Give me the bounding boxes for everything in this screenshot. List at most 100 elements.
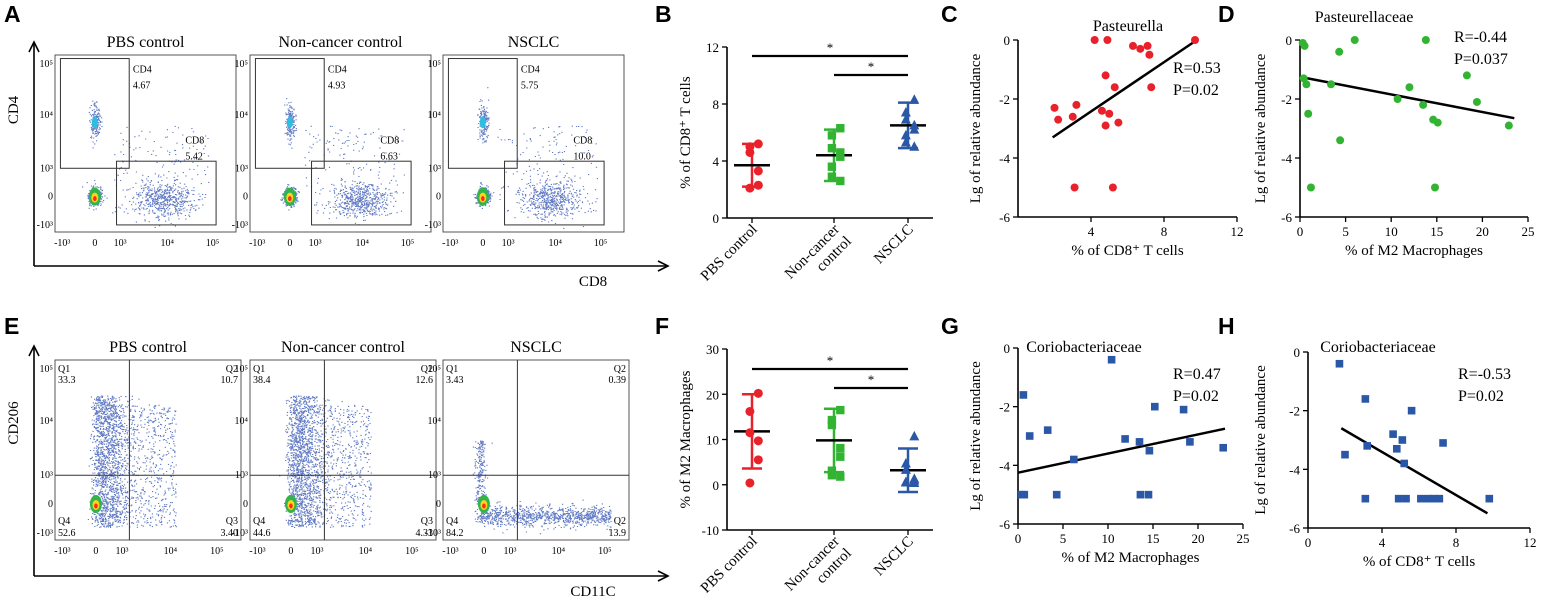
data-point xyxy=(1145,50,1154,59)
x-tick-label: 0 xyxy=(1305,535,1312,550)
data-point xyxy=(753,388,763,398)
y-tick-label: -2 xyxy=(999,92,1010,107)
data-point xyxy=(900,476,911,487)
quadrant-q2-label: Q2 xyxy=(421,364,433,375)
x-tick-label: 0 xyxy=(288,546,293,557)
cd8-gate-value: 10.0 xyxy=(573,151,591,162)
regression-line xyxy=(1051,38,1198,139)
category-label-line: PBS control xyxy=(698,222,761,285)
data-point xyxy=(1400,459,1408,468)
x-axis-label: CD8 xyxy=(579,274,607,290)
data-point xyxy=(836,148,845,157)
category-label-line: NSCLC xyxy=(871,222,917,268)
data-point xyxy=(1191,36,1200,44)
panel-letter-b: B xyxy=(655,1,672,27)
data-point xyxy=(1052,490,1061,499)
y-tick-label: 0 xyxy=(243,192,248,203)
density-core xyxy=(479,116,486,129)
correlation-r: R=-0.44 xyxy=(1454,29,1507,46)
data-point xyxy=(1136,44,1145,53)
y-axis-label: Lg of relative abundance xyxy=(1253,53,1269,203)
data-point xyxy=(909,141,920,151)
data-point xyxy=(1143,41,1152,50)
data-point xyxy=(1424,494,1433,503)
cd4-gate-label: CD4 xyxy=(328,65,347,76)
quadrant-q2-value: 0.39 xyxy=(609,375,627,386)
significance-star: * xyxy=(827,40,834,55)
data-point xyxy=(1136,490,1145,499)
data-point xyxy=(1302,80,1311,89)
y-tick-label: 10⁵ xyxy=(40,364,54,375)
y-tick-label: 10⁵ xyxy=(428,59,442,70)
x-tick-label: 10³ xyxy=(309,238,322,249)
group-title: Non-cancer control xyxy=(281,339,405,356)
category-label: Non-cancercontrol xyxy=(782,222,855,295)
quadrant-q4-label: Q4 xyxy=(446,516,458,527)
x-axis-label: CD11C xyxy=(570,584,615,600)
data-point xyxy=(836,443,845,453)
y-tick-label: -10³ xyxy=(37,528,53,539)
dotplot-B: PBS control Non-cancercontrol NSCLC xyxy=(698,46,933,295)
x-axis-label: % of CD8⁺ T cells xyxy=(1071,243,1184,259)
group-title: PBS control xyxy=(109,339,187,356)
data-point xyxy=(753,139,763,149)
y-tick-label: 10⁵ xyxy=(428,364,442,375)
y-tick-label: 0 xyxy=(1286,33,1293,48)
y-tick-label: 10⁴ xyxy=(428,416,442,427)
data-point xyxy=(1050,103,1059,112)
data-point xyxy=(1147,83,1156,92)
y-tick-label: 0 xyxy=(1004,341,1011,356)
data-point xyxy=(1402,494,1410,503)
x-tick-label: 10³ xyxy=(502,238,515,249)
x-tick-label: 10⁵ xyxy=(401,238,415,249)
data-point xyxy=(1433,118,1442,127)
scatter-D xyxy=(1295,36,1529,222)
category-label: PBS control xyxy=(698,222,761,285)
data-point xyxy=(827,131,837,140)
panel-letter-h: H xyxy=(1218,313,1235,339)
y-tick-label: 10³ xyxy=(40,470,53,481)
data-point xyxy=(1394,494,1403,503)
x-tick-label: 10⁴ xyxy=(160,238,174,249)
data-point xyxy=(1304,109,1313,118)
data-point xyxy=(1114,118,1123,127)
quadrant-q3-value: 13.9 xyxy=(609,528,627,539)
data-point xyxy=(1090,36,1099,44)
data-point xyxy=(1019,391,1028,399)
quadrant-q1-label: Q1 xyxy=(446,364,458,375)
chart-title: Coriobacteriaceae xyxy=(1026,339,1141,356)
cd8-gate xyxy=(311,160,412,226)
data-point xyxy=(827,143,837,153)
correlation-p: P=0.02 xyxy=(1458,388,1504,405)
significance-star: * xyxy=(827,353,834,368)
data-point xyxy=(1421,36,1430,44)
data-point xyxy=(909,430,920,441)
quadrant-q1-label: Q1 xyxy=(253,364,265,375)
y-tick-label: 10⁴ xyxy=(235,416,249,427)
cd8-gate-label: CD8 xyxy=(573,136,592,147)
panel-letter-f: F xyxy=(655,313,669,339)
y-tick-label: -6 xyxy=(1289,521,1300,536)
quadrant-q1-value: 38.4 xyxy=(253,375,271,386)
quadrant-q1-label: Q1 xyxy=(58,364,70,375)
flow-plot-frame xyxy=(442,54,625,233)
y-tick-label: -10³ xyxy=(37,220,53,231)
data-point xyxy=(1121,435,1129,443)
y-axis-label: CD206 xyxy=(6,401,22,445)
x-axis-label: % of CD8⁺ T cells xyxy=(1363,554,1476,570)
data-point xyxy=(1417,494,1425,503)
data-point xyxy=(1300,41,1309,50)
cd4-gate-label: CD4 xyxy=(133,65,152,76)
data-point xyxy=(1361,395,1370,403)
data-point xyxy=(745,406,755,416)
x-tick-label: 10 xyxy=(1385,224,1398,239)
y-tick-label: -10³ xyxy=(232,220,248,231)
data-point xyxy=(900,464,911,474)
data-point xyxy=(1341,450,1349,459)
data-point xyxy=(1485,494,1494,503)
data-point xyxy=(827,172,837,181)
x-tick-label: 10⁴ xyxy=(552,546,566,557)
density-core xyxy=(288,196,292,202)
x-tick-label: 25 xyxy=(1237,531,1250,546)
data-point xyxy=(827,162,837,171)
